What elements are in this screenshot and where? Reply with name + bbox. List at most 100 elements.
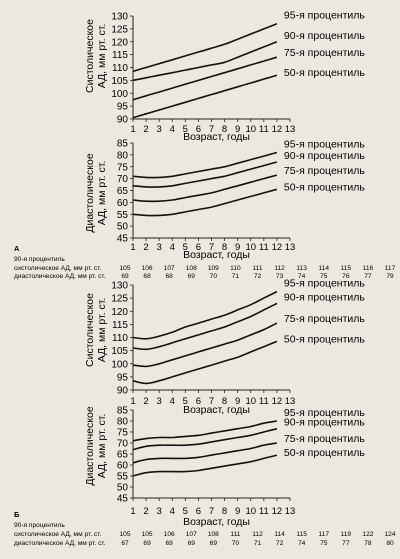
footnote-value: 72 xyxy=(276,540,284,547)
x-tick-label: 12 xyxy=(272,396,283,407)
x-tick-label: 8 xyxy=(222,124,227,135)
series-label: 95-я процентиль xyxy=(284,10,365,22)
series-label: 95-я процентиль xyxy=(284,278,365,290)
footnote-a-dia-values: 69 68 68 69 70 71 72 73 74 75 76 77 79 xyxy=(121,273,394,280)
footnote-value: 74 xyxy=(298,540,306,547)
y-tick-label: 75 xyxy=(117,162,129,173)
series-line xyxy=(132,56,278,101)
footnote-value: 69 xyxy=(121,273,129,280)
y-tick-label: 45 xyxy=(117,494,129,505)
series-line xyxy=(132,188,278,217)
footnote-value: 122 xyxy=(362,531,373,538)
x-tick-label: 6 xyxy=(196,506,201,517)
y-tick-label: 95 xyxy=(117,372,129,383)
y-tick-label: 130 xyxy=(111,12,128,23)
x-tick-label: 10 xyxy=(245,506,256,517)
y-tick-label: 105 xyxy=(111,76,128,87)
footnote-value: 76 xyxy=(342,273,350,280)
footnote-b: 90-я процентиль систолическое АД, мм рт.… xyxy=(14,522,396,547)
x-axis-label: Возраст, годы xyxy=(183,249,250,261)
y-tick-label: 55 xyxy=(117,472,129,483)
x-tick-label: 7 xyxy=(209,242,214,253)
footnote-value: 112 xyxy=(274,265,285,272)
y-tick-label: 85 xyxy=(117,406,129,417)
x-tick-label: 2 xyxy=(143,506,148,517)
y-tick-label: 110 xyxy=(112,63,128,74)
series-line xyxy=(132,151,278,179)
footnote-value: 75 xyxy=(320,273,328,280)
footnote-value: 79 xyxy=(386,273,394,280)
x-tick-label: 10 xyxy=(245,124,256,135)
footnote-value: 68 xyxy=(165,273,173,280)
series-label: 90-я процентиль xyxy=(284,291,365,303)
footnote-value: 80 xyxy=(386,540,394,547)
footnote-a: 90-я процентиль систолическое АД, мм рт.… xyxy=(14,256,396,280)
y-tick-label: 100 xyxy=(111,89,128,100)
x-tick-label: 3 xyxy=(157,124,162,135)
x-tick-label: 8 xyxy=(222,506,227,517)
y-tick-label: 115 xyxy=(112,50,128,61)
x-tick-label: 13 xyxy=(285,242,296,253)
footnote-a-sys-values: 105 106 107 108 109 110 111 112 113 114 115 116 117 xyxy=(119,265,395,272)
x-tick-label: 11 xyxy=(259,242,269,253)
footnote-value: 77 xyxy=(364,273,372,280)
y-tick-label: 65 xyxy=(117,186,129,197)
footnote-value: 116 xyxy=(363,265,374,272)
series-label: 90-я процентиль xyxy=(284,417,365,429)
panel-b-label: Б xyxy=(14,510,20,519)
panel-a-label: А xyxy=(14,244,20,253)
y-tick-label: 55 xyxy=(117,210,129,221)
y-tick-label: 100 xyxy=(111,359,128,370)
footnote-value: 69 xyxy=(165,540,173,547)
footnote-value: 105 xyxy=(119,531,130,538)
footnote-value: 114 xyxy=(318,265,329,272)
y-tick-label: 75 xyxy=(117,428,129,439)
footnote-b-dia-label: диастолическое АД, мм рт. ст. xyxy=(14,540,106,547)
x-tick-label: 12 xyxy=(272,242,283,253)
x-tick-label: 7 xyxy=(209,396,214,407)
series-line xyxy=(132,174,278,203)
y-axis-label-line: Диастолическое xyxy=(84,153,96,232)
footnote-value: 113 xyxy=(296,265,307,272)
series-label: 50-я процентиль xyxy=(284,181,365,193)
x-tick-label: 2 xyxy=(143,242,148,253)
footnote-value: 70 xyxy=(210,273,218,280)
y-tick-label: 60 xyxy=(117,198,129,209)
series-line xyxy=(132,420,278,442)
y-tick-label: 120 xyxy=(111,307,128,318)
footnote-value: 124 xyxy=(384,531,395,538)
series-label: 75-я процентиль xyxy=(284,165,365,177)
series-line xyxy=(132,340,278,385)
footnote-b-title: 90-я процентиль xyxy=(14,522,65,529)
footnote-a-sys-label: систолическое АД, мм рт. ст. xyxy=(14,265,102,272)
footnote-value: 115 xyxy=(341,265,352,272)
series-line xyxy=(132,454,278,477)
x-tick-label: 7 xyxy=(209,124,214,135)
footnote-value: 108 xyxy=(186,265,197,272)
y-axis-label: СистолическоеАД, мм рт. ст. xyxy=(84,19,108,93)
y-tick-label: 110 xyxy=(112,333,128,344)
footnote-value: 112 xyxy=(252,531,263,538)
y-axis-label: СистолическоеАД, мм рт. ст. xyxy=(84,293,108,367)
footnote-value: 106 xyxy=(164,531,175,538)
footnote-value: 73 xyxy=(276,273,284,280)
y-tick-label: 65 xyxy=(117,450,129,461)
x-tick-label: 2 xyxy=(143,396,148,407)
series-label: 90-я процентиль xyxy=(284,30,365,42)
x-tick-label: 8 xyxy=(222,396,227,407)
x-tick-label: 11 xyxy=(259,506,269,517)
series-line xyxy=(132,74,278,119)
footnote-a-title: 90-я процентиль xyxy=(14,256,65,263)
y-axis-label-line: АД, мм рт. ст. xyxy=(96,298,108,363)
x-tick-label: 9 xyxy=(235,242,240,253)
y-tick-label: 90 xyxy=(117,386,129,397)
footnote-value: 119 xyxy=(341,531,352,538)
series-label: 75-я процентиль xyxy=(284,313,365,325)
footnote-value: 111 xyxy=(252,265,262,272)
series-label: 50-я процентиль xyxy=(284,447,365,459)
x-tick-label: 5 xyxy=(183,242,188,253)
footnote-value: 70 xyxy=(232,540,240,547)
x-tick-label: 12 xyxy=(272,124,283,135)
